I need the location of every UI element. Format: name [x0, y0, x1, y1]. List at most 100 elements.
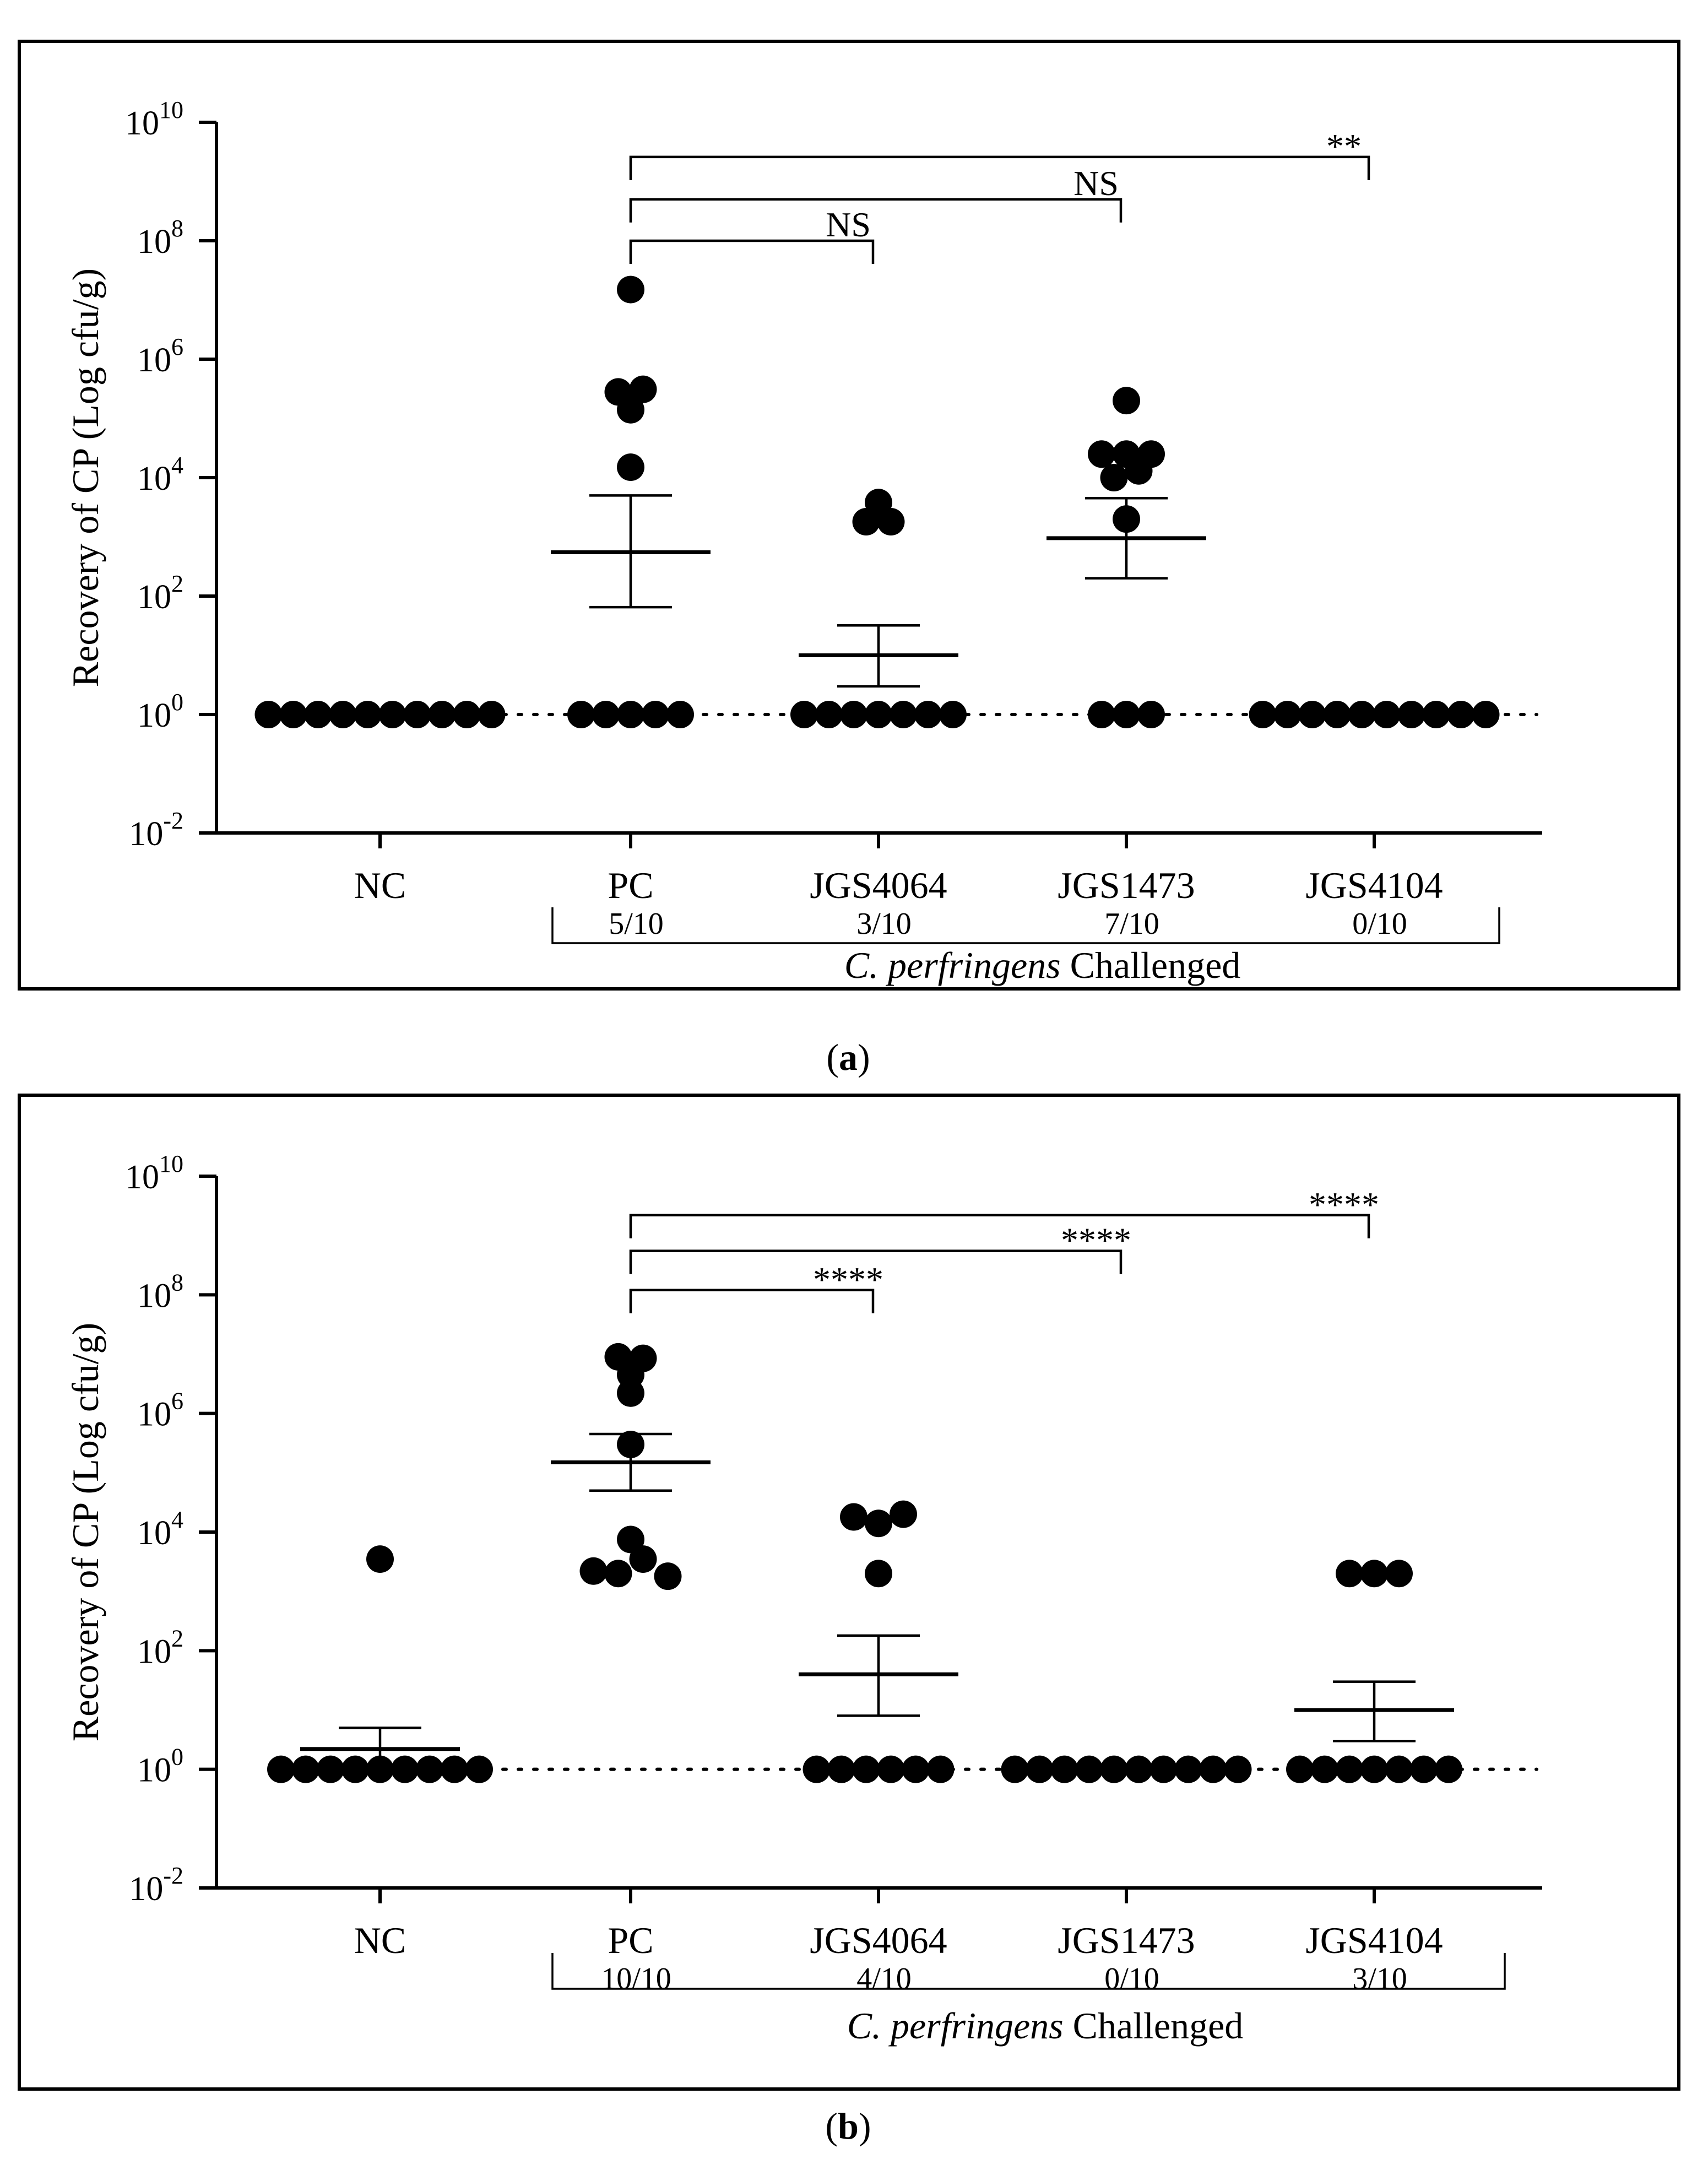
data-point [617, 396, 644, 424]
data-point [267, 1755, 295, 1783]
data-point [1385, 1560, 1413, 1588]
y-tick-label: 108 [137, 215, 183, 261]
series-JGS4064 [799, 1500, 958, 1783]
y-tick-label: 1010 [125, 96, 183, 142]
data-point [1113, 387, 1140, 415]
significance-label: **** [1309, 1185, 1379, 1224]
data-point [1199, 1755, 1227, 1783]
x-tick-label: JGS4104 [1305, 1919, 1443, 1961]
data-point [865, 1560, 892, 1588]
x-tick-label: PC [608, 1919, 653, 1961]
data-point [629, 1545, 657, 1573]
positive-fraction-label: 0/10 [1352, 907, 1407, 941]
data-point [1273, 701, 1302, 728]
data-point [666, 701, 694, 728]
challenged-group-label: C. perfringens Challenged [847, 2005, 1244, 2047]
data-point [1125, 1755, 1153, 1783]
data-point [567, 701, 595, 728]
y-tick-label: 10-2 [129, 807, 183, 853]
data-point [1249, 701, 1277, 728]
panel-frame [18, 40, 1680, 991]
data-point [416, 1755, 443, 1783]
panel-caption: (a) [826, 1036, 870, 1078]
data-point [441, 1755, 468, 1783]
x-tick-label: JGS1473 [1058, 1919, 1195, 1961]
data-point [1100, 1755, 1128, 1783]
data-point [453, 701, 481, 728]
data-point [840, 1503, 867, 1531]
data-point [815, 701, 843, 728]
data-point [1323, 701, 1351, 728]
data-point [428, 701, 456, 728]
data-point [292, 1755, 319, 1783]
data-point [790, 701, 818, 728]
data-point [1100, 464, 1128, 491]
data-point [1447, 701, 1475, 728]
data-point [1286, 1755, 1314, 1783]
data-point [890, 1500, 917, 1528]
data-point [1373, 701, 1401, 728]
data-point [877, 1755, 905, 1783]
series-JGS1473 [1001, 1755, 1252, 1783]
data-point [254, 701, 283, 728]
x-tick-label: PC [608, 864, 653, 906]
panel-caption: (b) [825, 2105, 871, 2147]
data-point [1410, 1755, 1438, 1783]
significance-bracket [629, 239, 875, 264]
series-PC [551, 1343, 711, 1590]
significance-label: NS [1073, 164, 1119, 203]
chart-panel-b: 1010 108 106 104 102 100 10-2 Recovery of CP (L… [18, 1094, 1680, 2147]
significance-bracket [629, 1214, 1370, 1238]
positive-fraction-label: 7/10 [1104, 907, 1159, 941]
x-tick-label: JGS4064 [810, 864, 947, 906]
x-tick-label: NC [354, 1919, 406, 1961]
data-point [1125, 457, 1153, 485]
data-point [803, 1755, 831, 1783]
series-JGS4104 [1286, 1560, 1462, 1783]
data-point [1311, 1755, 1338, 1783]
data-point [1174, 1755, 1202, 1783]
y-tick-label: 1010 [125, 1150, 183, 1196]
y-tick-label: 104 [137, 1506, 183, 1552]
data-point [629, 375, 657, 403]
series-NC [267, 1545, 493, 1783]
data-point [329, 701, 357, 728]
challenged-group-bracket [551, 1953, 1506, 1990]
data-point [317, 1755, 344, 1783]
data-point [403, 701, 431, 728]
positive-fraction-label: 3/10 [1352, 1962, 1407, 1996]
data-point [478, 701, 506, 728]
data-point [1336, 1560, 1363, 1588]
data-point [1348, 701, 1376, 728]
x-tick-label: JGS4104 [1305, 864, 1443, 906]
data-point [465, 1755, 493, 1783]
y-tick-label: 102 [137, 1625, 183, 1670]
positive-fraction-label: 5/10 [609, 907, 664, 941]
data-point [1050, 1755, 1078, 1783]
series-NC [254, 701, 506, 728]
data-point [1149, 1755, 1178, 1783]
significance-bracket [629, 1289, 875, 1313]
data-point [1397, 701, 1425, 728]
data-point [354, 701, 382, 728]
data-point [827, 1755, 855, 1783]
data-point [1026, 1755, 1054, 1783]
data-point [1075, 1755, 1103, 1783]
data-point [1360, 1755, 1388, 1783]
data-point [1385, 1755, 1413, 1783]
chart-panel-a: 1010 108 106 104 102 100 10-2 Recovery of CP (L… [18, 40, 1680, 1078]
positive-fraction-label: 3/10 [856, 907, 912, 941]
challenged-group-label: C. perfringens Challenged [844, 944, 1241, 986]
x-tick-label: NC [354, 864, 406, 906]
data-point [865, 701, 892, 728]
significance-label: NS [826, 205, 871, 244]
data-point [366, 1545, 394, 1573]
data-point [654, 1562, 682, 1590]
data-point [939, 701, 967, 728]
y-tick-label: 100 [137, 689, 183, 734]
data-point [1001, 1755, 1029, 1783]
data-point [617, 701, 644, 728]
data-point [617, 453, 644, 481]
